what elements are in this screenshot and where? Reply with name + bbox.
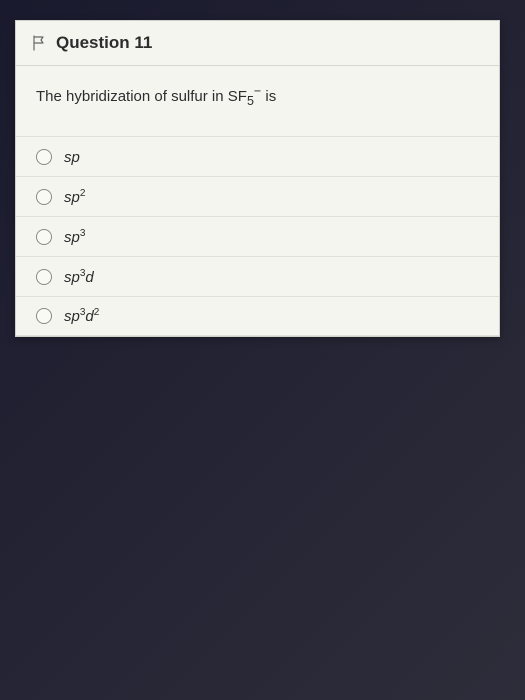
question-body: The hybridization of sulfur in SF5− is (16, 66, 499, 120)
option-label: sp3 (64, 228, 85, 246)
question-prompt: The hybridization of sulfur in SF5− is (36, 84, 479, 108)
option-row[interactable]: sp3d (16, 256, 499, 296)
prompt-prefix: The hybridization of sulfur in SF (36, 88, 247, 105)
prompt-sub: 5 (247, 94, 254, 108)
option-row[interactable]: sp3 (16, 216, 499, 256)
prompt-suffix: is (261, 88, 276, 105)
option-label: sp3d2 (64, 307, 99, 325)
option-row[interactable]: sp2 (16, 176, 499, 216)
options-list: sp sp2 sp3 sp3d sp3d2 (16, 136, 499, 336)
question-number: Question 11 (56, 33, 152, 53)
radio-icon[interactable] (36, 149, 52, 165)
option-row[interactable]: sp3d2 (16, 296, 499, 336)
question-card: Question 11 The hybridization of sulfur … (15, 20, 500, 337)
radio-icon[interactable] (36, 229, 52, 245)
radio-icon[interactable] (36, 189, 52, 205)
option-label: sp2 (64, 188, 85, 206)
question-header: Question 11 (16, 21, 499, 66)
option-row[interactable]: sp (16, 136, 499, 176)
option-label: sp3d (64, 268, 94, 286)
flag-icon[interactable] (32, 35, 46, 51)
radio-icon[interactable] (36, 308, 52, 324)
radio-icon[interactable] (36, 269, 52, 285)
option-label: sp (64, 148, 80, 166)
